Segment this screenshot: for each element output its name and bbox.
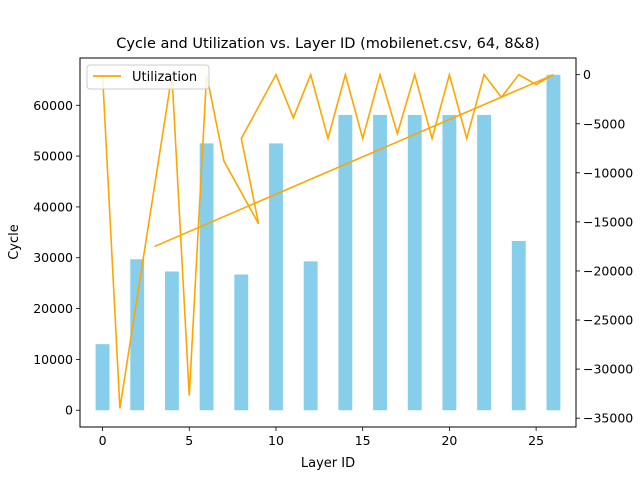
y-axis-right: −35000 −30000 −25000 −20000 −15000 −10000 −500… bbox=[576, 67, 633, 426]
y2-tick-label: 0 bbox=[583, 67, 591, 82]
y2-tick-label: −5000 bbox=[583, 116, 625, 131]
x-tick-label: 5 bbox=[185, 433, 193, 448]
x-axis: 0 5 10 15 20 25 bbox=[99, 427, 544, 448]
y2-tick-label: −20000 bbox=[583, 263, 633, 278]
y-tick-label: 30000 bbox=[33, 250, 73, 265]
x-tick-label: 0 bbox=[99, 433, 107, 448]
bar-layer-10 bbox=[269, 143, 283, 411]
y2-tick-label: −35000 bbox=[583, 411, 633, 426]
bar-layer-24 bbox=[511, 240, 526, 411]
x-tick-label: 10 bbox=[268, 433, 284, 448]
y2-tick-label: −30000 bbox=[583, 362, 633, 377]
legend-label-utilization: Utilization bbox=[132, 70, 197, 85]
bar-layer-12 bbox=[303, 261, 318, 411]
bar-layer-8 bbox=[234, 274, 249, 411]
y-tick-label: 20000 bbox=[33, 301, 73, 316]
y-tick-label: 40000 bbox=[33, 199, 73, 214]
legend: Utilization bbox=[86, 64, 210, 90]
y-tick-label: 10000 bbox=[33, 352, 73, 367]
plot-frame bbox=[79, 57, 577, 428]
x-tick-label: 15 bbox=[355, 433, 371, 448]
bar-layer-14 bbox=[338, 114, 353, 411]
bar-layer-20 bbox=[442, 114, 457, 411]
utilization-line bbox=[101, 71, 554, 409]
bar-layer-16 bbox=[373, 114, 387, 411]
chart-title: Cycle and Utilization vs. Layer ID (mobi… bbox=[116, 36, 539, 52]
y-tick-label: 0 bbox=[65, 403, 73, 418]
bar-layer-18 bbox=[407, 114, 422, 411]
legend-box bbox=[86, 64, 210, 90]
y2-tick-label: −10000 bbox=[583, 165, 633, 180]
bar-layer-0 bbox=[95, 344, 110, 411]
y-tick-label: 60000 bbox=[33, 98, 73, 113]
y-axis-label: Cycle bbox=[7, 224, 22, 260]
x-axis-label: Layer ID bbox=[301, 456, 355, 471]
bar-layer-6 bbox=[199, 143, 214, 411]
bar-layer-22 bbox=[477, 114, 492, 411]
y2-tick-label: −15000 bbox=[583, 214, 633, 229]
y-axis-left: 0 10000 20000 30000 40000 50000 60000 bbox=[33, 98, 80, 418]
bar-series bbox=[95, 74, 561, 411]
x-tick-label: 20 bbox=[441, 433, 457, 448]
y-tick-label: 50000 bbox=[33, 149, 73, 164]
y2-tick-label: −25000 bbox=[583, 313, 633, 328]
bar-layer-4 bbox=[164, 271, 179, 411]
bar-layer-26 bbox=[546, 74, 561, 411]
bar-layer-2 bbox=[130, 259, 145, 411]
utilization-line-series bbox=[101, 71, 554, 409]
x-tick-label: 25 bbox=[528, 433, 544, 448]
